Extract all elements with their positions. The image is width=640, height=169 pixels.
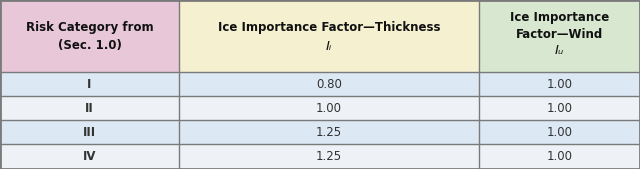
Bar bbox=[0, 0, 179, 72]
Bar bbox=[179, 0, 479, 72]
Bar bbox=[0, 72, 179, 96]
Bar bbox=[0, 120, 179, 144]
Bar bbox=[179, 72, 479, 96]
Text: Ice Importance
Factor—Wind: Ice Importance Factor—Wind bbox=[510, 10, 609, 42]
Text: III: III bbox=[83, 126, 96, 139]
Text: 1.25: 1.25 bbox=[316, 150, 342, 163]
Text: II: II bbox=[85, 102, 94, 115]
Text: Iᵢ: Iᵢ bbox=[326, 40, 332, 53]
Bar bbox=[179, 120, 479, 144]
Text: I: I bbox=[87, 78, 92, 91]
Text: 1.00: 1.00 bbox=[547, 150, 573, 163]
Text: 1.00: 1.00 bbox=[547, 78, 573, 91]
Bar bbox=[479, 144, 640, 168]
Text: 1.25: 1.25 bbox=[316, 126, 342, 139]
Bar bbox=[0, 96, 179, 120]
Bar bbox=[479, 120, 640, 144]
Bar bbox=[179, 96, 479, 120]
Text: 1.00: 1.00 bbox=[547, 102, 573, 115]
Text: 0.80: 0.80 bbox=[316, 78, 342, 91]
Text: 1.00: 1.00 bbox=[316, 102, 342, 115]
Text: Ice Importance Factor—Thickness: Ice Importance Factor—Thickness bbox=[218, 21, 440, 34]
Bar bbox=[479, 96, 640, 120]
Bar bbox=[479, 0, 640, 72]
Bar bbox=[0, 144, 179, 168]
Text: IV: IV bbox=[83, 150, 96, 163]
Text: Risk Category from
(Sec. 1.0): Risk Category from (Sec. 1.0) bbox=[26, 20, 154, 52]
Bar bbox=[479, 72, 640, 96]
Text: Iᵤ: Iᵤ bbox=[555, 43, 564, 56]
Bar bbox=[179, 144, 479, 168]
Text: 1.00: 1.00 bbox=[547, 126, 573, 139]
